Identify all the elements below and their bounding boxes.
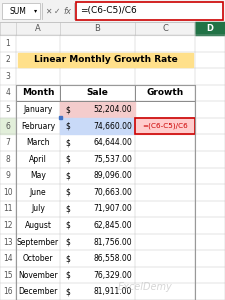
Text: $: $ (65, 238, 70, 247)
Text: October: October (23, 254, 53, 263)
Text: 15: 15 (3, 271, 13, 280)
Bar (135, 118, 195, 134)
Text: 71,907.00: 71,907.00 (93, 204, 132, 213)
Text: ✓: ✓ (54, 7, 60, 16)
Bar (16, 85, 195, 300)
Text: July: July (31, 204, 45, 213)
Text: 16: 16 (3, 287, 13, 296)
Text: 75,537.00: 75,537.00 (93, 155, 132, 164)
Bar (60, 118, 135, 134)
Text: 12: 12 (3, 221, 13, 230)
Text: December: December (18, 287, 58, 296)
Text: 6: 6 (6, 122, 10, 130)
Text: 1: 1 (6, 39, 10, 48)
Text: $: $ (65, 204, 70, 213)
Text: 13: 13 (3, 238, 13, 247)
Bar (195, 22, 225, 35)
Text: February: February (21, 122, 55, 130)
Text: Sale: Sale (87, 88, 108, 98)
Text: Growth: Growth (146, 88, 184, 98)
Text: 64,644.00: 64,644.00 (93, 138, 132, 147)
Text: Linear Monthly Growth Rate: Linear Monthly Growth Rate (34, 55, 177, 64)
Text: 74,660.00: 74,660.00 (93, 122, 132, 130)
Text: April: April (29, 155, 47, 164)
Text: 70,663.00: 70,663.00 (93, 188, 132, 197)
Text: $: $ (65, 221, 70, 230)
Text: SUM: SUM (9, 7, 27, 16)
Text: 4: 4 (6, 88, 10, 98)
Text: $: $ (65, 122, 70, 130)
Text: $: $ (65, 254, 70, 263)
Text: June: June (30, 188, 46, 197)
Text: 81,911.00: 81,911.00 (94, 287, 132, 296)
Text: ExcelDemy: ExcelDemy (118, 282, 172, 292)
Text: 5: 5 (6, 105, 10, 114)
Text: 2: 2 (6, 55, 10, 64)
Text: 81,756.00: 81,756.00 (93, 238, 132, 247)
Text: 9: 9 (6, 171, 10, 180)
Bar (16, 85, 195, 101)
Text: ✕: ✕ (45, 7, 51, 16)
Bar (0, 35, 225, 300)
Text: $: $ (65, 155, 70, 164)
Text: =(C6-C5)/C6: =(C6-C5)/C6 (80, 7, 137, 16)
Text: 3: 3 (6, 72, 10, 81)
Text: May: May (30, 171, 46, 180)
Bar (0, 22, 225, 35)
Text: March: March (26, 138, 50, 147)
Text: 10: 10 (3, 188, 13, 197)
Text: 76,329.00: 76,329.00 (93, 271, 132, 280)
Text: $: $ (65, 271, 70, 280)
Bar (76, 2, 223, 20)
Bar (135, 118, 195, 134)
Text: 11: 11 (3, 204, 13, 213)
Bar (0, 118, 16, 134)
Text: $: $ (65, 105, 70, 114)
Text: 86,558.00: 86,558.00 (93, 254, 132, 263)
Text: $: $ (65, 188, 70, 197)
Text: D: D (207, 24, 214, 33)
Text: ▾: ▾ (34, 8, 38, 14)
Text: Month: Month (22, 88, 54, 98)
Text: $: $ (65, 171, 70, 180)
Bar (0, 0, 225, 22)
Text: $: $ (65, 287, 70, 296)
Text: November: November (18, 271, 58, 280)
Text: 7: 7 (6, 138, 10, 147)
Text: January: January (23, 105, 53, 114)
Text: 8: 8 (6, 155, 10, 164)
Text: B: B (94, 24, 100, 33)
Text: 52,204.00: 52,204.00 (93, 105, 132, 114)
Text: $: $ (65, 138, 70, 147)
Bar (59, 116, 62, 119)
Text: C: C (162, 24, 168, 33)
Text: 14: 14 (3, 254, 13, 263)
Text: August: August (25, 221, 52, 230)
Bar (2, 3, 40, 19)
Text: =(C6-C5)/C6: =(C6-C5)/C6 (142, 123, 188, 129)
Text: 62,845.00: 62,845.00 (93, 221, 132, 230)
Bar (18, 52, 193, 67)
Text: fx: fx (63, 7, 71, 16)
Text: A: A (35, 24, 41, 33)
Bar (60, 101, 135, 118)
Text: 89,096.00: 89,096.00 (93, 171, 132, 180)
Text: September: September (17, 238, 59, 247)
